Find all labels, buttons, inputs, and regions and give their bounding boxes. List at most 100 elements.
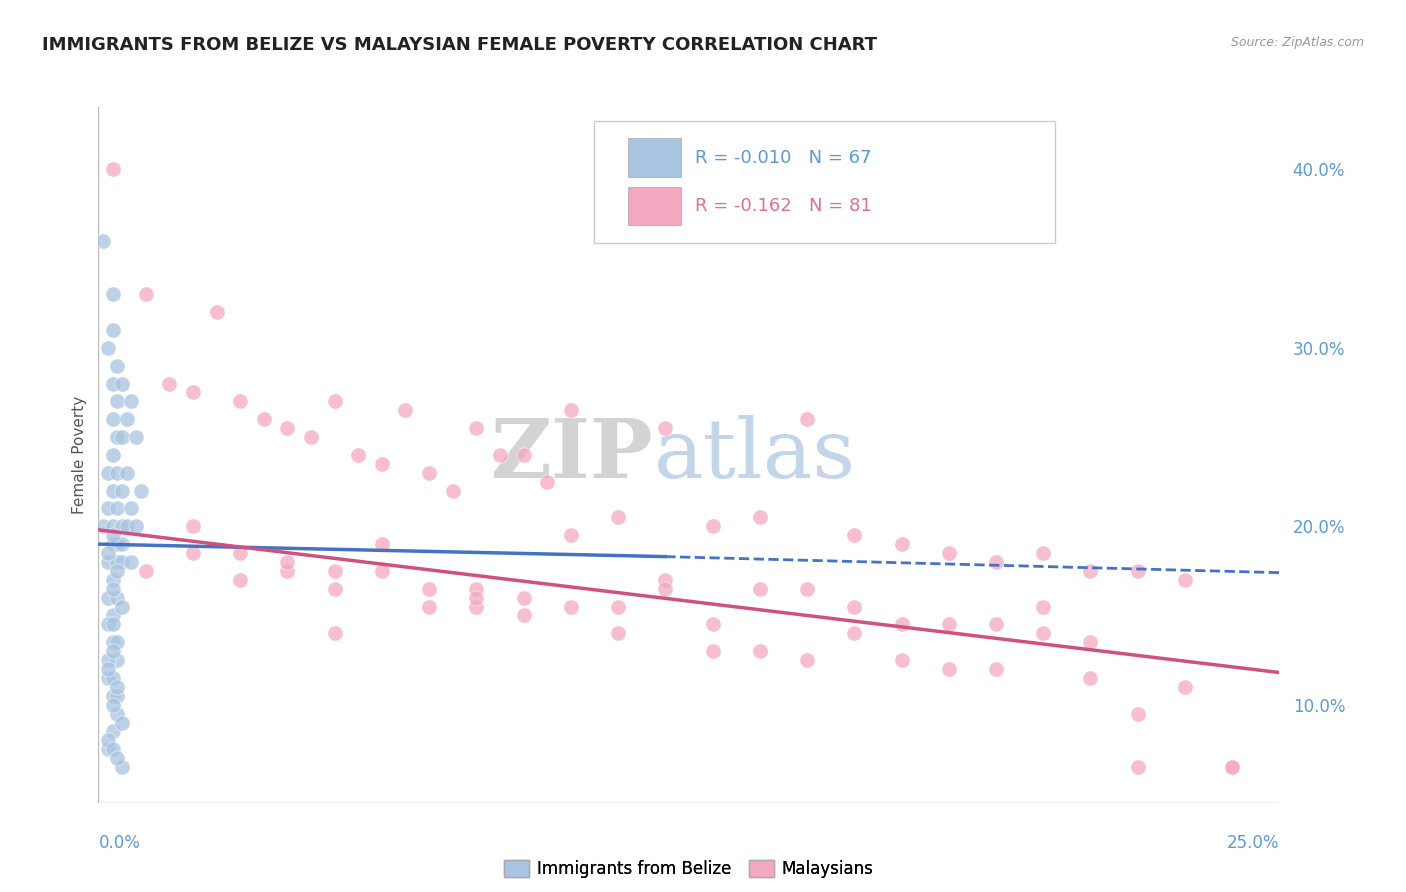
Point: [105, 591, 128, 605]
Point: [1032, 546, 1054, 560]
Point: [101, 528, 124, 542]
Point: [91, 234, 114, 248]
Point: [465, 599, 488, 614]
Point: [121, 555, 143, 569]
Point: [1080, 671, 1102, 685]
Point: [654, 582, 676, 596]
Point: [1080, 635, 1102, 649]
Point: [984, 555, 1007, 569]
Text: R = -0.010   N = 67: R = -0.010 N = 67: [695, 149, 872, 167]
Point: [115, 466, 138, 480]
Point: [111, 519, 134, 533]
Point: [276, 555, 298, 569]
Point: [323, 626, 346, 640]
Point: [105, 564, 128, 578]
Point: [560, 528, 582, 542]
Point: [97, 662, 120, 676]
FancyBboxPatch shape: [627, 138, 681, 177]
Legend: Immigrants from Belize, Malaysians: Immigrants from Belize, Malaysians: [498, 854, 880, 885]
Point: [938, 662, 960, 676]
Point: [205, 305, 228, 319]
Point: [984, 662, 1007, 676]
Point: [101, 323, 124, 337]
Point: [101, 689, 124, 703]
Point: [121, 394, 143, 409]
Point: [347, 448, 370, 462]
Point: [105, 359, 128, 373]
Point: [702, 644, 724, 658]
Point: [101, 519, 124, 533]
Text: ZIP: ZIP: [491, 415, 654, 495]
Point: [101, 448, 124, 462]
Point: [121, 501, 143, 516]
Point: [105, 635, 128, 649]
Point: [157, 376, 180, 391]
Point: [607, 599, 630, 614]
Point: [1174, 573, 1197, 587]
Point: [101, 376, 124, 391]
Point: [101, 162, 124, 177]
Point: [465, 582, 488, 596]
Point: [97, 617, 120, 632]
Point: [748, 582, 770, 596]
Point: [105, 430, 128, 444]
Point: [101, 635, 124, 649]
Point: [1220, 760, 1243, 774]
Point: [229, 573, 252, 587]
FancyBboxPatch shape: [627, 187, 681, 226]
Point: [101, 412, 124, 426]
Point: [1126, 760, 1149, 774]
Point: [371, 564, 394, 578]
Point: [1174, 680, 1197, 694]
Point: [796, 653, 818, 667]
Point: [105, 689, 128, 703]
Point: [97, 501, 120, 516]
Point: [101, 608, 124, 623]
Point: [465, 591, 488, 605]
Point: [1032, 599, 1054, 614]
Point: [97, 742, 120, 756]
Point: [181, 519, 204, 533]
Point: [111, 537, 134, 551]
Point: [1126, 564, 1149, 578]
Point: [105, 537, 128, 551]
Point: [560, 599, 582, 614]
Point: [938, 617, 960, 632]
Point: [97, 546, 120, 560]
Text: Source: ZipAtlas.com: Source: ZipAtlas.com: [1230, 36, 1364, 49]
Point: [512, 608, 534, 623]
Point: [101, 724, 124, 739]
Point: [97, 555, 120, 569]
Point: [101, 582, 124, 596]
Point: [111, 430, 134, 444]
Point: [101, 573, 124, 587]
Point: [489, 448, 512, 462]
Point: [702, 617, 724, 632]
Text: 0.0%: 0.0%: [98, 834, 141, 852]
Point: [181, 546, 204, 560]
Point: [101, 287, 124, 301]
Point: [115, 412, 138, 426]
Point: [97, 466, 120, 480]
Point: [796, 412, 818, 426]
Point: [135, 564, 157, 578]
Point: [844, 528, 866, 542]
Point: [135, 287, 157, 301]
Text: R = -0.162   N = 81: R = -0.162 N = 81: [695, 197, 872, 215]
Point: [105, 555, 128, 569]
Y-axis label: Female Poverty: Female Poverty: [72, 396, 87, 514]
Point: [129, 483, 152, 498]
Point: [115, 519, 138, 533]
Point: [105, 466, 128, 480]
Point: [441, 483, 464, 498]
Point: [299, 430, 322, 444]
Point: [607, 626, 630, 640]
Text: IMMIGRANTS FROM BELIZE VS MALAYSIAN FEMALE POVERTY CORRELATION CHART: IMMIGRANTS FROM BELIZE VS MALAYSIAN FEMA…: [42, 36, 877, 54]
Point: [323, 582, 346, 596]
Point: [394, 403, 416, 417]
Point: [1220, 760, 1243, 774]
Point: [371, 537, 394, 551]
Point: [111, 376, 134, 391]
Point: [890, 537, 912, 551]
Point: [1080, 564, 1102, 578]
